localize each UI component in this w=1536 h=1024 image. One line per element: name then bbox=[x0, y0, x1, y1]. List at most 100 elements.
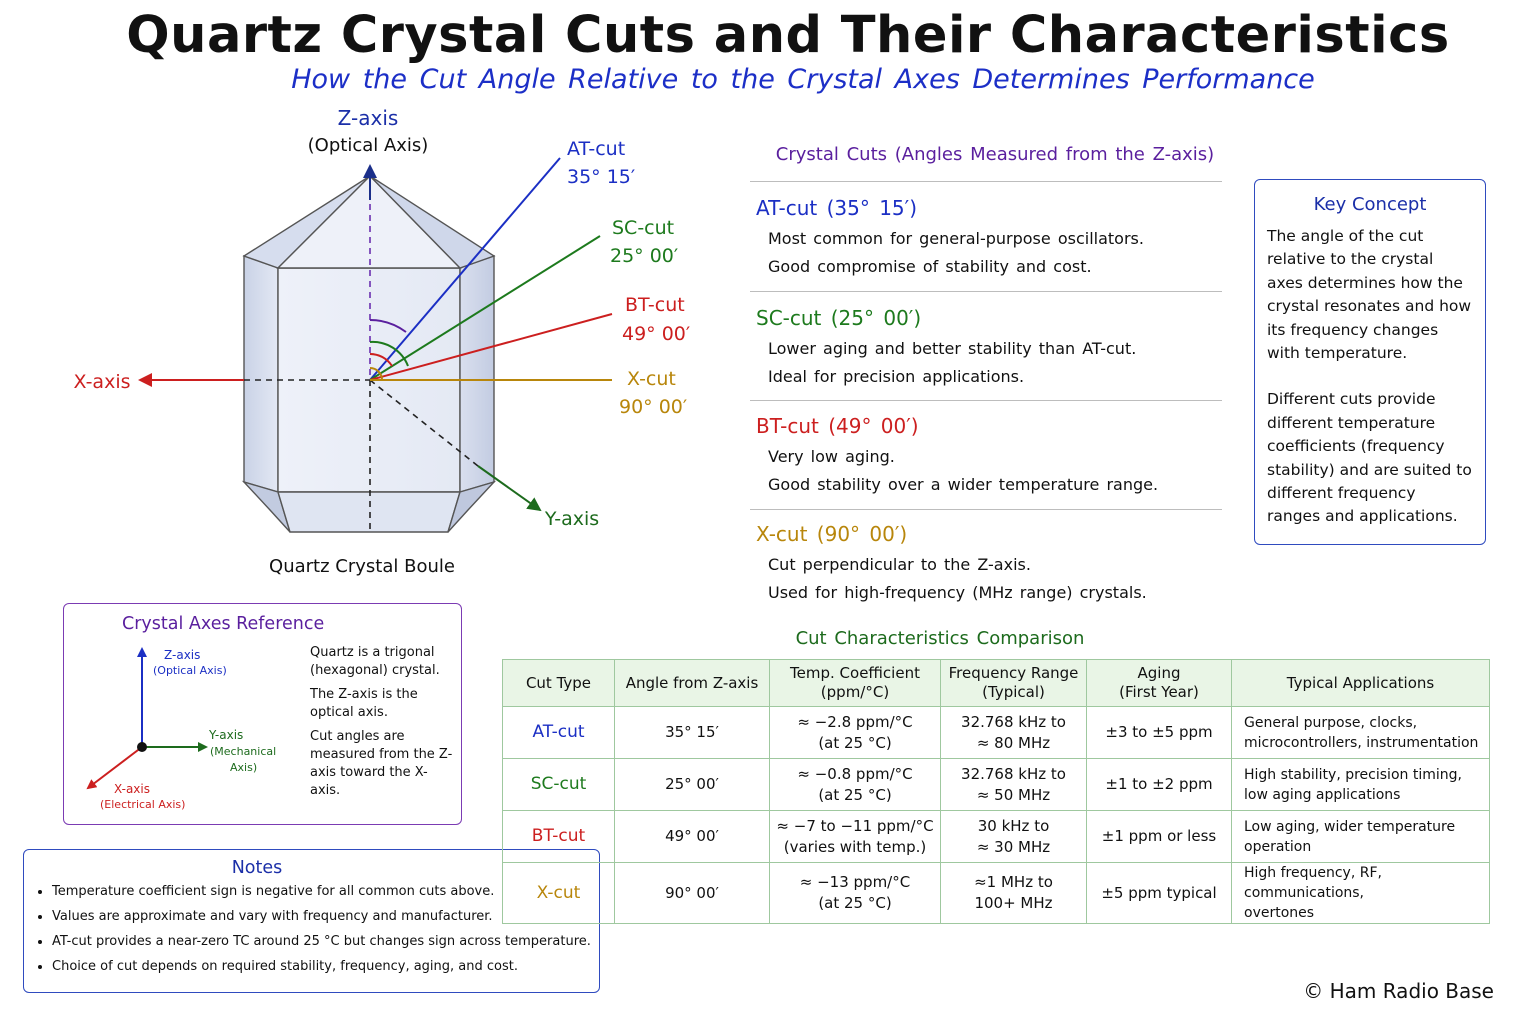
note-item: Choice of cut depends on required stabil… bbox=[52, 959, 612, 974]
cut-entry-line: Good stability over a wider temperature … bbox=[768, 475, 1159, 494]
cut-entry-title: AT-cut (35° 15′) bbox=[756, 196, 917, 220]
cut-entry-line: Cut perpendicular to the Z-axis. bbox=[768, 555, 1031, 574]
table-row: X-cut 90° 00′ ≈ −13 ppm/°C (at 25 °C) ≈1 … bbox=[502, 862, 1490, 924]
header-temp-coefficient: Temp. Coefficient (ppm/°C) bbox=[769, 659, 941, 707]
axes-desc-text: The Z-axis is the optical axis. bbox=[310, 687, 418, 720]
note-item: Temperature coefficient sign is negative… bbox=[52, 884, 612, 899]
header-applications: Typical Applications bbox=[1231, 659, 1490, 707]
ref-x-sub: (Electrical Axis) bbox=[100, 798, 185, 811]
quartz-crystal-boule bbox=[241, 175, 497, 533]
cell-angle: 49° 00′ bbox=[614, 810, 770, 863]
cell-temp-coefficient: ≈ −2.8 ppm/°C (at 25 °C) bbox=[769, 706, 941, 759]
cut-entry-title: BT-cut (49° 00′) bbox=[756, 414, 919, 438]
cell-aging: ±5 ppm typical bbox=[1086, 862, 1232, 924]
table-row: BT-cut 49° 00′ ≈ −7 to −11 ppm/°C (varies… bbox=[502, 810, 1490, 863]
cut-entry-title: X-cut (90° 00′) bbox=[756, 522, 908, 546]
ref-y-label: Y-axis bbox=[208, 728, 243, 742]
at-cut-name: AT-cut bbox=[567, 138, 625, 160]
cut-entry-sc: SC-cut (25° 00′) Lower aging and better … bbox=[750, 306, 1222, 386]
x-axis-label: X-axis bbox=[74, 371, 131, 393]
cell-cut-type: X-cut bbox=[502, 862, 615, 924]
cell-temp-coefficient: ≈ −13 ppm/°C (at 25 °C) bbox=[769, 862, 941, 924]
cut-entry-at: AT-cut (35° 15′) Most common for general… bbox=[750, 196, 1222, 276]
cut-entry-line: Ideal for precision applications. bbox=[768, 367, 1025, 386]
cell-angle: 25° 00′ bbox=[614, 758, 770, 811]
axes-reference-description: Quartz is a trigonal (hexagonal) crystal… bbox=[310, 644, 455, 806]
header-frequency-range: Frequency Range (Typical) bbox=[940, 659, 1087, 707]
axes-desc-text: Quartz is a trigonal (hexagonal) crystal… bbox=[310, 645, 440, 678]
axes-reference-box: Crystal Axes Reference Z-axis (Optical A… bbox=[63, 603, 462, 825]
ref-z-label: Z-axis bbox=[164, 648, 200, 662]
notes-title: Notes bbox=[231, 858, 283, 878]
cut-entry-x: X-cut (90° 00′) Cut perpendicular to the… bbox=[750, 522, 1222, 602]
cut-entry-line: Used for high-frequency (MHz range) crys… bbox=[768, 583, 1147, 602]
key-concept-paragraph: Different cuts provide different tempera… bbox=[1267, 390, 1472, 526]
key-concept-paragraph: The angle of the cut relative to the cry… bbox=[1267, 227, 1472, 363]
page-subtitle: How the Cut Angle Relative to the Crysta… bbox=[291, 64, 1315, 95]
cell-angle: 90° 00′ bbox=[614, 862, 770, 924]
notes-list: Temperature coefficient sign is negative… bbox=[34, 884, 612, 984]
header-cut-type: Cut Type bbox=[502, 659, 615, 707]
cell-frequency-range: ≈1 MHz to 100+ MHz bbox=[940, 862, 1087, 924]
axes-reference-title: Crystal Axes Reference bbox=[122, 614, 325, 634]
header-angle: Angle from Z-axis bbox=[614, 659, 770, 707]
comparison-title: Cut Characteristics Comparison bbox=[795, 628, 1085, 649]
ref-z-sub: (Optical Axis) bbox=[153, 664, 227, 677]
ref-y-sub1: (Mechanical bbox=[210, 745, 276, 758]
divider bbox=[750, 400, 1222, 401]
cell-applications: High stability, precision timing, low agi… bbox=[1231, 758, 1490, 811]
cell-cut-type: BT-cut bbox=[502, 810, 615, 863]
cell-aging: ±1 to ±2 ppm bbox=[1086, 758, 1232, 811]
note-item: Values are approximate and vary with fre… bbox=[52, 909, 612, 924]
bt-cut-line bbox=[369, 313, 613, 381]
sc-cut-line bbox=[369, 235, 601, 381]
bt-angle-arc bbox=[369, 352, 393, 367]
cell-temp-coefficient: ≈ −0.8 ppm/°C (at 25 °C) bbox=[769, 758, 941, 811]
page-title: Quartz Crystal Cuts and Their Characteri… bbox=[126, 6, 1450, 65]
sc-angle-arc bbox=[369, 340, 409, 367]
divider bbox=[750, 181, 1222, 182]
table-header-row: Cut Type Angle from Z-axis Temp. Coeffic… bbox=[502, 659, 1490, 707]
sc-cut-name: SC-cut bbox=[612, 217, 674, 239]
crystal-cut-diagram: Z-axis (Optical Axis) X-axis Y-axis Quar… bbox=[74, 106, 691, 577]
boule-label: Quartz Crystal Boule bbox=[269, 556, 455, 577]
cut-entry-title: SC-cut (25° 00′) bbox=[756, 306, 922, 330]
cell-frequency-range: 32.768 kHz to ≈ 80 MHz bbox=[940, 706, 1087, 759]
cell-aging: ±1 ppm or less bbox=[1086, 810, 1232, 863]
cell-angle: 35° 15′ bbox=[614, 706, 770, 759]
x-cut-name: X-cut bbox=[627, 368, 676, 390]
comparison-table: Cut Type Angle from Z-axis Temp. Coeffic… bbox=[502, 659, 1490, 924]
cell-applications: High frequency, RF, communications, overt… bbox=[1231, 862, 1490, 924]
copyright-notice: © Ham Radio Base bbox=[1303, 979, 1494, 1003]
cut-entry-bt: BT-cut (49° 00′) Very low aging. Good st… bbox=[750, 414, 1222, 494]
axes-reference-diagram: Z-axis (Optical Axis) Y-axis (Mechanical… bbox=[86, 647, 276, 811]
table-row: AT-cut 35° 15′ ≈ −2.8 ppm/°C (at 25 °C) 3… bbox=[502, 706, 1490, 759]
cell-frequency-range: 32.768 kHz to ≈ 50 MHz bbox=[940, 758, 1087, 811]
cut-entry-line: Most common for general-purpose oscillat… bbox=[768, 229, 1144, 248]
cell-frequency-range: 30 kHz to ≈ 30 MHz bbox=[940, 810, 1087, 863]
at-cut-angle: 35° 15′ bbox=[567, 166, 635, 188]
y-axis-arrow bbox=[477, 465, 542, 512]
cell-applications: General purpose, clocks, microcontrollers… bbox=[1231, 706, 1490, 759]
at-cut-line bbox=[369, 157, 561, 381]
divider bbox=[750, 291, 1222, 292]
cell-applications: Low aging, wider temperature operation bbox=[1231, 810, 1490, 863]
bt-cut-angle: 49° 00′ bbox=[622, 323, 690, 345]
x-cut-angle: 90° 00′ bbox=[619, 396, 687, 418]
note-item: AT-cut provides a near-zero TC around 25… bbox=[52, 934, 612, 949]
z-axis-label: Z-axis bbox=[338, 106, 399, 130]
ref-y-sub2: Axis) bbox=[230, 761, 257, 774]
at-angle-arc bbox=[369, 319, 407, 333]
cell-cut-type: SC-cut bbox=[502, 758, 615, 811]
cut-entry-line: Lower aging and better stability than AT… bbox=[768, 339, 1137, 358]
cell-cut-type: AT-cut bbox=[502, 706, 615, 759]
divider bbox=[750, 509, 1222, 510]
y-axis-label: Y-axis bbox=[544, 508, 599, 530]
key-concept-title: Key Concept bbox=[1313, 194, 1427, 215]
cuts-section-heading: Crystal Cuts (Angles Measured from the Z… bbox=[775, 144, 1215, 165]
axes-desc-text: Cut angles are measured from the Z-axis … bbox=[310, 729, 453, 798]
header-aging: Aging (First Year) bbox=[1086, 659, 1232, 707]
cell-aging: ±3 to ±5 ppm bbox=[1086, 706, 1232, 759]
cut-entry-line: Very low aging. bbox=[768, 447, 895, 466]
ref-x-label: X-axis bbox=[114, 782, 150, 796]
